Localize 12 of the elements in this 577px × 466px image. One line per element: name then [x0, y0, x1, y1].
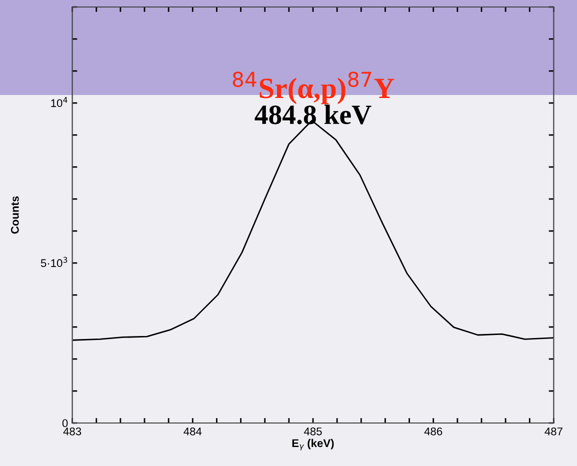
x-tick-label: 484 — [184, 427, 202, 436]
y-tick-label: 5·10$^{3}$ — [40, 256, 68, 268]
x-axis-title: E$_{γ}$ (keV) — [292, 438, 334, 450]
x-tick-label: 485 — [304, 427, 322, 436]
y-axis-title: Counts — [10, 196, 19, 234]
y-tick-label: 10$^{4}$ — [51, 97, 68, 108]
text: $^{84}$Sr(α,p)$^{87}$Y — [232, 72, 394, 104]
y-tick-label: 0 — [62, 419, 68, 428]
x-tick-label: 486 — [424, 427, 442, 436]
annotation: 484.8 keV — [254, 104, 372, 124]
x-tick-label: 487 — [544, 427, 562, 436]
x-tick-label: 483 — [63, 427, 82, 436]
